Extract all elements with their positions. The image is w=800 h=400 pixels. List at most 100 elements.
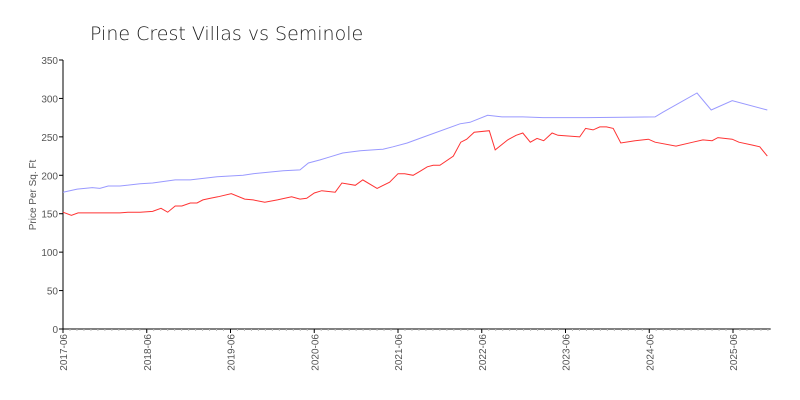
data-point [418,137,421,140]
y-tick-label: 0 [52,325,58,336]
data-point [731,99,734,102]
series-line-1 [62,92,768,193]
data-point [77,211,80,214]
x-tick-label: 2022-06 [478,334,489,371]
data-point [426,165,429,168]
x-tick-label: 2020-06 [310,334,321,371]
data-point [189,178,192,181]
data-point [189,201,192,204]
data-point [313,191,316,194]
data-point [766,155,769,158]
data-point [536,137,539,140]
data-point [299,198,302,201]
data-point [139,182,142,185]
data-point [711,139,714,142]
x-tick-label: 2019-06 [227,334,238,371]
data-point [766,108,769,111]
data-point [263,201,266,204]
data-point [276,198,279,201]
data-point [388,181,391,184]
data-point [541,116,544,119]
x-tick-label: 2025-06 [729,334,740,371]
data-point [458,122,461,125]
data-point [290,195,293,198]
data-point [62,211,65,214]
data-point [359,149,362,152]
data-point [354,184,357,187]
data-point [612,127,615,130]
x-tick-label: 2023-06 [562,334,573,371]
series-group [62,92,769,216]
data-point [647,138,650,141]
data-point [584,127,587,130]
data-point [459,141,462,144]
data-point [216,175,219,178]
data-point [716,136,719,139]
data-point [299,168,302,171]
data-point [515,134,518,137]
data-point [397,172,400,175]
data-point [107,185,110,188]
y-tick-label: 50 [47,287,59,298]
data-point [758,145,761,148]
data-point [691,141,694,144]
y-tick-label: 150 [41,210,58,221]
x-tick-label: 2024-06 [645,334,656,371]
data-point [118,185,121,188]
data-point [252,172,255,175]
data-point [605,125,608,128]
data-point [465,138,468,141]
data-point [319,158,322,161]
data-point [710,108,713,111]
data-point [91,186,94,189]
data-point [151,210,154,213]
data-point [406,142,409,145]
data-point [334,191,337,194]
data-point [432,164,435,167]
data-point [243,198,246,201]
y-tick-label: 300 [41,94,58,105]
data-point [578,135,581,138]
data-point [98,187,101,190]
data-point [695,92,698,95]
data-point [341,151,344,154]
data-point [542,139,545,142]
data-point [473,131,476,134]
data-point [83,187,86,190]
data-point [76,188,79,191]
data-point [654,115,657,118]
data-point [418,170,421,173]
data-point [201,198,204,201]
data-point [139,211,142,214]
y-tick-label: 350 [41,56,58,67]
data-point [320,189,323,192]
data-point [438,164,441,167]
data-point [252,198,255,201]
data-point [174,205,177,208]
x-tick-label: 2017-06 [59,334,70,371]
data-point [634,139,637,142]
data-point [305,197,308,200]
data-point [307,161,310,164]
data-point [230,192,233,195]
data-point [488,129,491,132]
data-point [329,155,332,158]
data-point [452,155,455,158]
data-point [174,178,177,181]
data-point [598,125,601,128]
data-point [216,195,219,198]
y-tick-label: 250 [41,133,58,144]
data-point [737,141,740,144]
data-point [403,172,406,175]
data-point [391,145,394,148]
series-line-2 [62,126,768,216]
data-point [752,144,755,147]
data-point [494,148,497,151]
data-point [529,141,532,144]
data-point [619,142,622,145]
data-point [361,178,364,181]
data-point [166,211,169,214]
data-point [412,174,415,177]
data-point [500,115,503,118]
